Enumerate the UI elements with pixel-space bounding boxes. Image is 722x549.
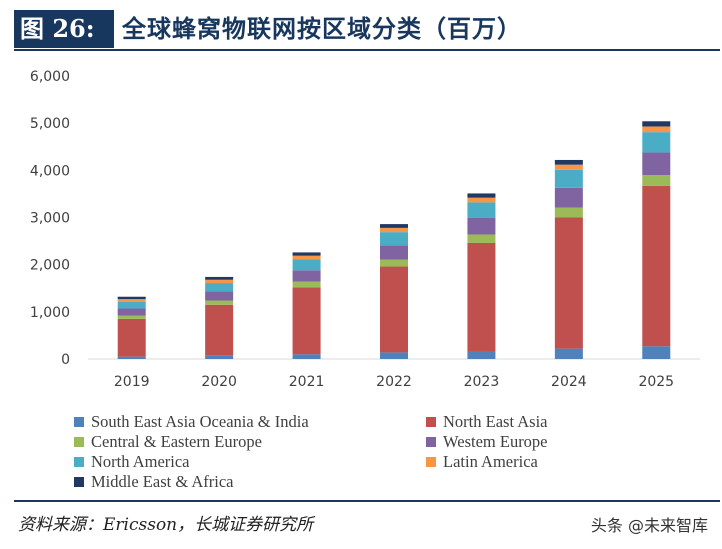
bar-segment xyxy=(380,245,408,260)
bar-segment xyxy=(380,227,408,233)
x-tick-label: 2019 xyxy=(114,374,150,390)
bar-segment xyxy=(642,346,671,359)
bar-segment xyxy=(292,270,321,282)
bar-segment xyxy=(292,255,321,260)
bar-segment xyxy=(467,242,496,351)
stacked-bar-chart: 0 1,000 2,000 3,000 4,000 5,000 6,000 2019 2020… xyxy=(30,69,700,390)
x-tick-label: 2022 xyxy=(376,374,412,390)
legend-swatch xyxy=(74,437,84,447)
y-tick-label: 3,000 xyxy=(30,211,70,227)
bar-segment xyxy=(292,259,321,271)
bar-segment xyxy=(117,318,146,357)
y-tick-label: 4,000 xyxy=(30,163,70,179)
bar-segment xyxy=(554,169,583,188)
legend-item: Westem Europe xyxy=(426,432,548,452)
bar-segment xyxy=(554,159,583,165)
x-tick-label: 2020 xyxy=(201,374,237,390)
legend-label: South East Asia Oceania & India xyxy=(91,412,309,431)
bar-segment xyxy=(642,132,671,153)
bar-segment xyxy=(205,300,234,305)
y-tick-label: 1,000 xyxy=(30,305,70,321)
x-axis-ticks: 2019 2020 2021 2022 2023 2024 2025 xyxy=(114,374,674,390)
bar-segment xyxy=(205,276,234,280)
legend-swatch xyxy=(74,457,84,467)
bar-segment xyxy=(554,207,583,218)
bar-segment xyxy=(117,308,146,316)
bar-segment xyxy=(467,234,496,243)
bar-segment xyxy=(380,352,408,359)
figure-header: 图 26: 全球蜂窝物联网按区域分类（百万） xyxy=(14,10,720,51)
legend-item: Latin America xyxy=(426,452,538,472)
bar-segment xyxy=(205,283,234,292)
bar-segment xyxy=(467,202,496,218)
legend-label: Westem Europe xyxy=(443,432,548,451)
legend-item: Central & Eastern Europe xyxy=(74,432,262,452)
legend-item: North America xyxy=(74,452,190,472)
bar-segment xyxy=(380,259,408,267)
bar-segment xyxy=(467,217,496,235)
footer-divider xyxy=(14,500,720,502)
bar-segment xyxy=(117,296,146,300)
y-tick-label: 6,000 xyxy=(30,69,70,85)
legend-label: Central & Eastern Europe xyxy=(91,432,262,451)
bar-segment xyxy=(467,197,496,203)
legend-swatch xyxy=(426,457,436,467)
legend-item: North East Asia xyxy=(426,412,548,432)
bar-segment xyxy=(554,348,583,359)
bar-segment xyxy=(642,121,671,127)
bar-segment xyxy=(380,224,408,228)
source-note: 资料来源：Ericsson，长城证券研究所 xyxy=(18,515,314,535)
bar-segment xyxy=(117,299,146,302)
bar-segment xyxy=(205,304,234,356)
bar-segment xyxy=(642,185,671,347)
legend-label: North East Asia xyxy=(443,412,548,431)
bar-segment xyxy=(380,266,408,353)
bar-segment xyxy=(117,356,146,359)
bar-segment xyxy=(205,279,234,284)
bar-segment xyxy=(554,217,583,349)
figure-label: 图 26: xyxy=(14,10,114,48)
bar-segment xyxy=(205,291,234,301)
bar-segment xyxy=(642,152,671,176)
bar-segment xyxy=(467,193,496,198)
x-tick-label: 2024 xyxy=(551,374,587,390)
header-divider xyxy=(14,49,720,51)
legend-label: Latin America xyxy=(443,452,538,471)
bar-segment xyxy=(292,287,321,355)
legend-swatch xyxy=(426,417,436,427)
bar-segment xyxy=(292,252,321,256)
bar-segment xyxy=(117,301,146,309)
bar-segment xyxy=(292,354,321,359)
x-tick-label: 2025 xyxy=(638,374,674,390)
watermark: 头条 @未来智库 xyxy=(590,516,708,535)
bar-segment xyxy=(117,315,146,319)
bar-segment xyxy=(205,355,234,359)
y-tick-label: 0 xyxy=(61,352,70,368)
bar-segment xyxy=(554,187,583,208)
bar-series xyxy=(117,121,671,359)
legend-label: North America xyxy=(91,452,190,471)
y-axis-ticks: 0 1,000 2,000 3,000 4,000 5,000 6,000 xyxy=(30,69,70,368)
y-tick-label: 5,000 xyxy=(30,116,70,132)
legend-label: Middle East & Africa xyxy=(91,472,234,491)
legend-item: South East Asia Oceania & India xyxy=(74,412,309,432)
legend-item: Middle East & Africa xyxy=(74,472,234,492)
bar-segment xyxy=(292,281,321,288)
legend-swatch xyxy=(74,477,84,487)
figure-title: 全球蜂窝物联网按区域分类（百万） xyxy=(122,15,522,43)
bar-segment xyxy=(554,164,583,170)
legend-swatch xyxy=(426,437,436,447)
chart-legend: South East Asia Oceania & India North Ea… xyxy=(74,412,694,498)
bar-segment xyxy=(467,350,496,359)
bar-segment xyxy=(642,126,671,133)
x-tick-label: 2023 xyxy=(464,374,500,390)
y-tick-label: 2,000 xyxy=(30,258,70,274)
x-tick-label: 2021 xyxy=(289,374,325,390)
bar-segment xyxy=(642,175,671,186)
legend-swatch xyxy=(74,417,84,427)
bar-segment xyxy=(380,232,408,246)
